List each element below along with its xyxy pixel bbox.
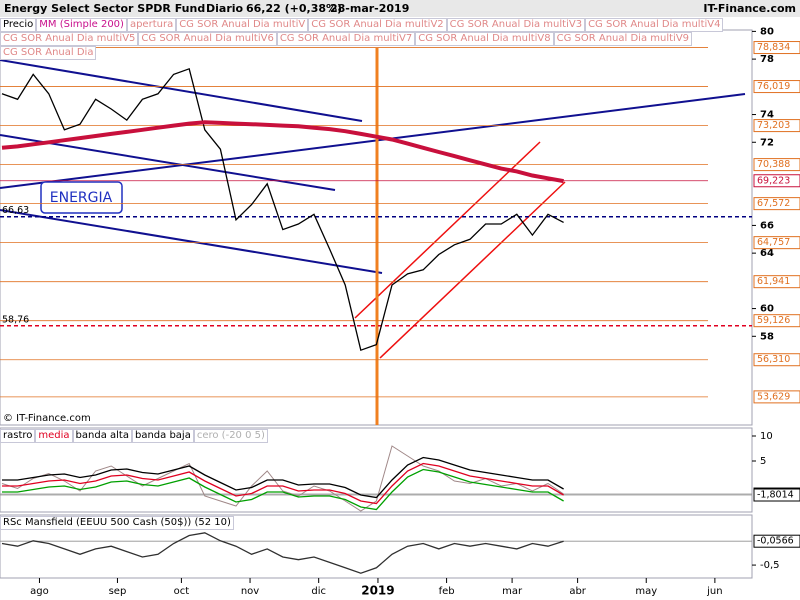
legend-entry: MM (Simple 200) [36,18,127,32]
brand: IT-Finance.com [703,2,796,15]
series-line [2,468,564,511]
y-tick-label: 72 [760,137,774,148]
value-label: 59,126 [757,315,790,326]
series-line [1,120,564,184]
value-label: -1,8014 [757,490,794,501]
y-tick-label: 5 [760,456,766,467]
title: Energy Select Sector SPDR Fund [4,2,205,15]
date: 28-mar-2019 [330,2,409,15]
badge-box [40,181,123,214]
legend-entry: CG SOR Anual Dia multiV4 [585,18,724,32]
y-tick-label: 64 [760,248,774,259]
x-tick-label: 2019 [361,584,394,598]
legend-entry: cero (-20 0 5) [193,429,268,443]
series-line [1,532,564,574]
value-box [753,534,800,548]
value-box [753,158,800,172]
y-tick-label: -0,5 [760,560,780,571]
series-line [2,462,564,505]
y-tick-label: 66 [760,220,774,231]
value-label: 56,310 [757,354,790,365]
trend-line [0,93,746,189]
x-tick-label: mar [502,586,523,597]
legend-entry: apertura [126,18,177,32]
x-tick-label: sep [109,586,127,597]
legend-entry: banda baja [131,429,194,443]
series-line [1,445,564,512]
value-box [753,80,800,94]
value-label: 78,834 [757,42,790,53]
value-box [753,236,800,250]
legend-entry: CG SOR Anual Dia multiV6 [138,32,277,46]
level-label: 58,76 [2,314,29,325]
channel-line [354,141,541,319]
value-label: 64,757 [757,237,790,248]
x-tick-label: ago [30,586,49,597]
x-tick-label: abr [569,586,586,597]
y-tick-label: 10 [760,431,773,442]
legend-entry: CG SOR Anual Dia multiV8 [415,32,554,46]
legend-entry: CG SOR Anual Dia multiV3 [446,18,586,32]
value-box [753,390,800,404]
value-label: 69,223 [757,175,790,186]
legend: rastro media banda alta banda baja cero (-20… [0,429,752,443]
header-bar [0,0,800,17]
trend-line [0,59,363,122]
value-box [753,197,800,211]
legend: RSc Mansfield (EEUU 500 Cash (50$)) (52 … [0,516,752,530]
value-label: 61,941 [757,276,790,287]
legend-entry: Precio [0,18,37,32]
legend-entry: CG SOR Anual Dia [0,46,97,60]
value-label: -0,0566 [757,536,794,547]
legend-entry: CG SOR Anual Dia multiV9 [553,32,693,46]
level-label: 66,63 [2,205,29,216]
value-label: 70,388 [757,159,790,170]
value-box [753,119,800,133]
series-line [2,456,564,499]
x-tick-label: may [635,586,657,597]
legend-entry: banda alta [72,429,132,443]
legend-entry: RSc Mansfield (EEUU 500 Cash (50$)) (52 … [0,516,234,530]
legend-entry: CG SOR Anual Dia multiV7 [276,32,416,46]
value-box [753,275,800,289]
y-tick-label: 60 [760,304,774,315]
copyright: © IT-Finance.com [3,413,91,424]
y-tick-label: 58 [760,331,774,342]
x-tick-label: feb [439,586,455,597]
x-tick-label: dic [311,586,326,597]
legend-entry: media [35,429,73,443]
y-tick-label: 74 [760,110,774,121]
legend: Precio MM (Simple 200) apertura CG SOR Anua… [0,18,752,60]
value-box [753,314,800,328]
value-box [753,488,800,502]
y-tick-label: 78 [760,54,774,65]
value-label: 76,019 [757,81,790,92]
legend-entry: rastro [0,429,36,443]
channel-line [379,181,566,359]
value-label: 53,629 [757,391,790,402]
value-box [753,41,800,55]
y-tick-label: 80 [760,26,774,37]
x-tick-label: nov [241,586,259,597]
value-label: 73,203 [757,120,790,131]
x-tick-label: oct [174,586,190,597]
legend-entry: CG SOR Anual Dia multiV5 [0,32,139,46]
legend-entry: CG SOR Anual Dia multiV [176,18,309,32]
badge: ENERGIA [50,190,113,206]
period: Diario [206,2,244,15]
panel [0,427,753,513]
legend-entry: CG SOR Anual Dia multiV2 [308,18,447,32]
trend-line [0,209,383,274]
x-tick-label: jun [706,586,722,597]
panel [0,514,753,579]
series-line [1,67,564,352]
last-price: 66,22 (+0,38%) [246,2,342,15]
value-box [753,353,800,367]
value-label: 67,572 [757,198,790,209]
value-box [753,174,800,188]
